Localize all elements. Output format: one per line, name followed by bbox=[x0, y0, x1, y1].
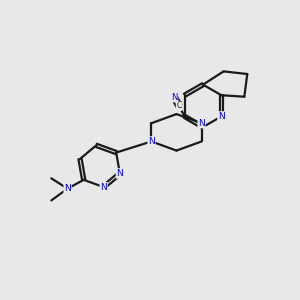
Text: C: C bbox=[176, 101, 181, 110]
Text: N: N bbox=[218, 112, 225, 121]
Text: N: N bbox=[116, 169, 123, 178]
Text: N: N bbox=[100, 183, 107, 192]
Text: N: N bbox=[198, 119, 205, 128]
Text: N: N bbox=[148, 137, 155, 146]
Text: N: N bbox=[64, 184, 71, 193]
Text: N: N bbox=[171, 93, 178, 102]
